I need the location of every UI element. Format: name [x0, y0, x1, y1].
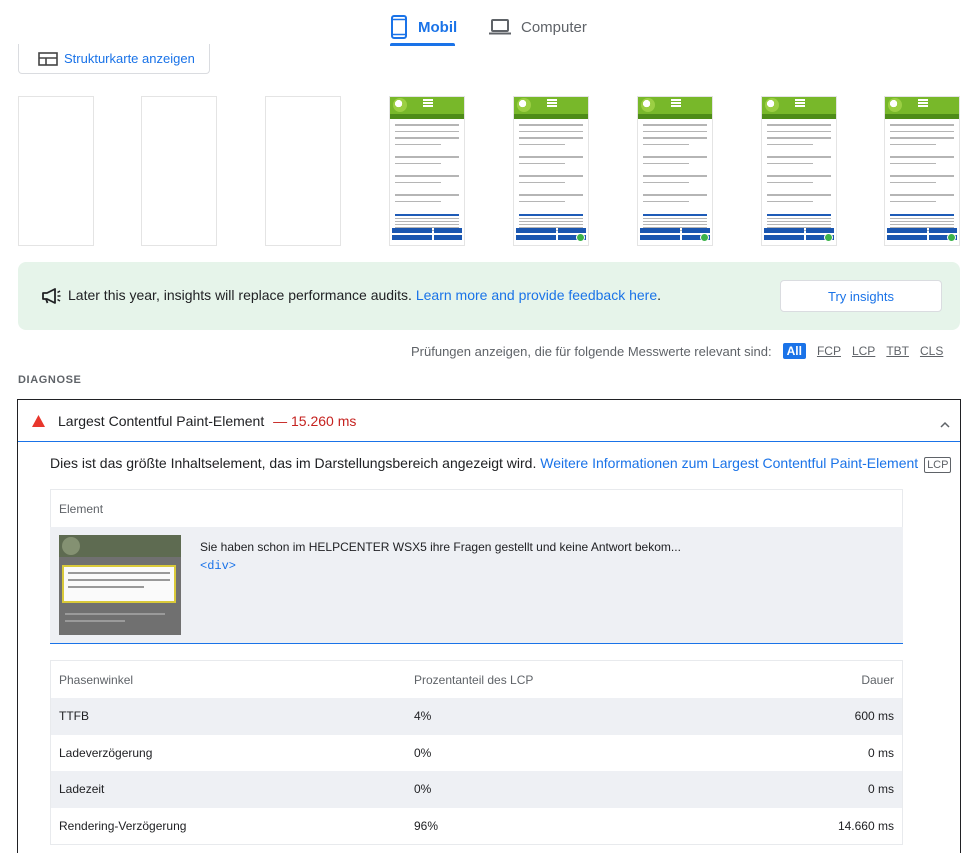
filmstrip-frame: [637, 96, 713, 246]
table-row: TTFB 4% 600 ms: [51, 698, 902, 735]
table-row: Ladeverzögerung 0% 0 ms: [51, 735, 902, 772]
tab-desktop[interactable]: Computer: [489, 8, 587, 46]
device-tabs: Mobil Computer: [0, 0, 968, 46]
phase-duration: 600 ms: [854, 709, 894, 724]
lcp-badge: LCP: [924, 457, 952, 473]
chevron-up-icon[interactable]: [940, 415, 950, 433]
insights-text: Later this year, insights will replace p…: [68, 287, 412, 303]
section-title-diagnose: DIAGNOSE: [18, 374, 82, 386]
smartphone-icon: [390, 15, 408, 39]
column-header-duration: Dauer: [861, 672, 894, 687]
audit-display-value: — 15.260 ms: [273, 413, 357, 429]
tab-desktop-label: Computer: [521, 18, 587, 36]
insights-period: .: [657, 287, 662, 303]
tab-mobile[interactable]: Mobil: [390, 8, 457, 46]
audit-description: Dies ist das größte Inhaltselement, das …: [50, 455, 952, 473]
filter-all[interactable]: All: [782, 343, 806, 359]
phase-name: Ladeverzögerung: [59, 745, 153, 760]
metric-filter-label: Prüfungen anzeigen, die für folgende Mes…: [411, 343, 772, 359]
filter-lcp[interactable]: LCP: [851, 344, 876, 358]
insights-feedback-link[interactable]: Learn more and provide feedback here: [415, 287, 658, 303]
table-row: Ladezeit 0% 0 ms: [51, 771, 902, 808]
element-row[interactable]: Sie haben schon im HELPCENTER WSX5 ihre …: [50, 527, 903, 644]
metric-filter: Prüfungen anzeigen, die für folgende Mes…: [411, 343, 943, 359]
table-row: Rendering-Verzögerung 96% 14.660 ms: [51, 808, 902, 845]
phase-percent: 4%: [414, 709, 432, 724]
try-insights-button[interactable]: Try insights: [780, 280, 942, 312]
phase-percent: 0%: [414, 745, 432, 760]
megaphone-icon: [41, 288, 61, 309]
element-table: Element Sie haben schon im HELPCENTER WS…: [50, 489, 903, 644]
filmstrip-frame: [389, 96, 465, 246]
audit-learn-more-link[interactable]: Weitere Informationen zum Largest Conten…: [540, 455, 919, 471]
view-treemap-button[interactable]: Strukturkarte anzeigen: [18, 44, 210, 74]
filmstrip-frame: [513, 96, 589, 246]
element-table-header: Element: [50, 489, 903, 527]
phase-duration: 0 ms: [867, 745, 894, 760]
phase-name: TTFB: [59, 709, 89, 724]
phase-percent: 96%: [414, 818, 439, 833]
view-treemap-label: Strukturkarte anzeigen: [64, 51, 195, 66]
phase-name: Ladezeit: [59, 782, 105, 797]
element-node-tag: <div>: [200, 559, 237, 573]
filter-tbt[interactable]: TBT: [886, 344, 909, 358]
phase-duration: 0 ms: [867, 782, 894, 797]
element-screenshot: [59, 535, 181, 635]
tab-mobile-label: Mobil: [418, 18, 458, 36]
filter-cls[interactable]: CLS: [919, 344, 944, 358]
column-header-phase: Phasenwinkel: [59, 672, 134, 687]
audit-header[interactable]: Largest Contentful Paint-Element — 15.26…: [18, 400, 960, 442]
audit-title: Largest Contentful Paint-Element: [58, 413, 265, 429]
filmstrip-frame: [884, 96, 960, 246]
laptop-icon: [489, 19, 511, 35]
phases-table: Phasenwinkel Prozentanteil des LCP Dauer…: [50, 660, 903, 845]
phases-table-header: Phasenwinkel Prozentanteil des LCP Dauer: [51, 661, 902, 698]
insights-message: Later this year, insights will replace p…: [68, 287, 661, 303]
warning-triangle-icon: [32, 414, 45, 432]
insights-banner: Later this year, insights will replace p…: [18, 262, 960, 330]
phase-duration: 14.660 ms: [837, 818, 894, 833]
audit-lcp-element: Largest Contentful Paint-Element — 15.26…: [17, 399, 961, 853]
filmstrip-frame: [18, 96, 94, 246]
filmstrip-frame: [761, 96, 837, 246]
phase-name: Rendering-Verzögerung: [59, 818, 187, 833]
audit-title-wrap: Largest Contentful Paint-Element — 15.26…: [58, 413, 356, 429]
phase-percent: 0%: [414, 782, 432, 797]
filter-fcp[interactable]: FCP: [816, 344, 841, 358]
active-tab-indicator: [390, 43, 455, 46]
column-header-percent: Prozentanteil des LCP: [414, 672, 534, 687]
filmstrip-frame: [141, 96, 217, 246]
filmstrip-frame: [265, 96, 341, 246]
element-snippet: Sie haben schon im HELPCENTER WSX5 ihre …: [200, 540, 681, 554]
audit-description-text: Dies ist das größte Inhaltselement, das …: [50, 455, 537, 471]
treemap-icon: [38, 51, 58, 66]
